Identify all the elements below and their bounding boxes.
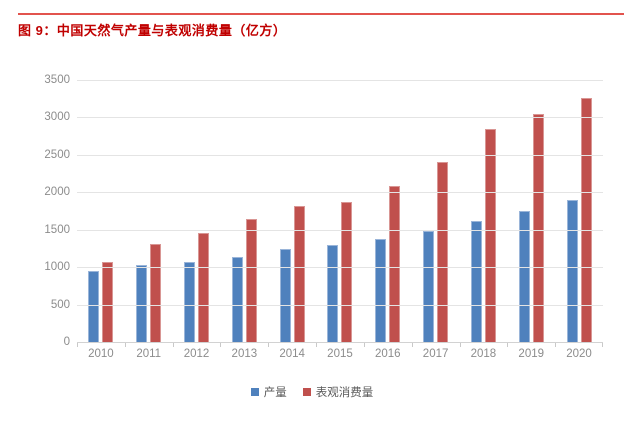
header-rule — [18, 13, 624, 15]
legend-label: 产量 — [263, 387, 287, 399]
chart-legend: 产量 表观消费量 — [0, 384, 624, 400]
axis-tick — [507, 343, 509, 347]
axis-tick — [77, 343, 78, 347]
legend-label: 表观消费量 — [315, 387, 374, 399]
gridline — [77, 267, 603, 269]
bar-group — [173, 80, 221, 342]
axis-tick — [602, 343, 603, 347]
bar-consumption — [293, 205, 305, 342]
y-axis-label: 1500 — [44, 223, 70, 236]
y-axis-label: 0 — [63, 336, 70, 348]
bar-group — [316, 80, 364, 342]
x-axis-label: 2020 — [566, 348, 592, 360]
x-axis-label: 2014 — [279, 348, 305, 360]
bar-group — [220, 80, 268, 342]
gridline — [77, 80, 603, 81]
bar-consumption — [102, 261, 114, 342]
legend-item: 表观消费量 — [302, 384, 374, 400]
bar-production — [231, 257, 243, 342]
bar-production — [423, 231, 435, 342]
x-axis-label: 2016 — [374, 348, 401, 360]
y-axis-label: 1000 — [44, 261, 70, 274]
bar-production — [136, 264, 148, 342]
bar-consumption — [484, 129, 496, 342]
x-axis-label: 2011 — [136, 348, 162, 360]
bar-group — [555, 80, 603, 342]
gridline — [77, 304, 603, 306]
legend-swatch-icon — [302, 388, 311, 396]
gridline — [77, 154, 603, 156]
y-axis-label: 3000 — [44, 111, 70, 124]
legend-swatch-icon — [250, 388, 259, 396]
bar-consumption — [580, 97, 592, 342]
axis-tick — [363, 343, 365, 347]
bar-production — [279, 248, 291, 342]
axis-tick — [555, 343, 557, 347]
x-axis-label: 2019 — [518, 348, 545, 360]
axis-tick — [220, 343, 222, 347]
bar-consumption — [532, 113, 544, 342]
bar-consumption — [150, 243, 162, 342]
axis-tick — [268, 343, 270, 347]
axis-tick — [459, 343, 461, 347]
x-axis-label: 2012 — [183, 348, 210, 360]
bar-group — [364, 80, 412, 342]
axis-tick — [316, 343, 318, 347]
y-axis-label: 3500 — [44, 74, 70, 86]
bar-group — [268, 80, 316, 342]
bar-production — [518, 211, 530, 342]
y-axis-label: 500 — [50, 298, 70, 311]
x-axis-label: 2017 — [422, 348, 449, 360]
bar-production — [566, 199, 578, 342]
bar-group — [460, 80, 508, 342]
bar-group — [125, 80, 173, 342]
gridline — [77, 229, 603, 231]
bar-consumption — [437, 162, 449, 342]
plot-area — [77, 80, 603, 343]
axis-tick — [124, 343, 126, 347]
bar-production — [184, 261, 196, 342]
bar-production — [375, 238, 387, 342]
x-axis-labels: 2010 2011 2012 2013 2014 2015 2016 2017 2018 2019… — [77, 348, 603, 360]
bar-group — [412, 80, 460, 342]
bar-production — [88, 270, 100, 342]
bar-consumption — [341, 201, 353, 342]
axis-tick — [411, 343, 413, 347]
page-title: 图 9：中国天然气产量与表观消费量（亿方） — [18, 23, 287, 38]
x-axis-label: 2015 — [327, 348, 353, 360]
bar-group — [507, 80, 555, 342]
legend-item: 产量 — [250, 384, 287, 400]
gridline — [77, 117, 603, 119]
x-axis-label: 2010 — [88, 348, 114, 360]
bar-consumption — [389, 185, 401, 342]
x-axis-label: 2018 — [470, 348, 497, 360]
y-axis-label: 2500 — [44, 148, 70, 161]
y-axis-labels: 0 500 1000 1500 2000 2500 3000 3500 — [0, 74, 70, 348]
x-axis-ticks — [77, 343, 603, 347]
bar-production — [327, 245, 339, 342]
bar-production — [470, 220, 482, 342]
bar-groups — [77, 80, 603, 342]
bar-consumption — [198, 233, 210, 342]
bar-group — [77, 80, 125, 342]
gridline — [77, 192, 603, 194]
bar-consumption — [245, 218, 257, 342]
y-axis-label: 2000 — [44, 186, 70, 199]
x-axis-label: 2013 — [231, 348, 258, 360]
axis-tick — [172, 343, 174, 347]
